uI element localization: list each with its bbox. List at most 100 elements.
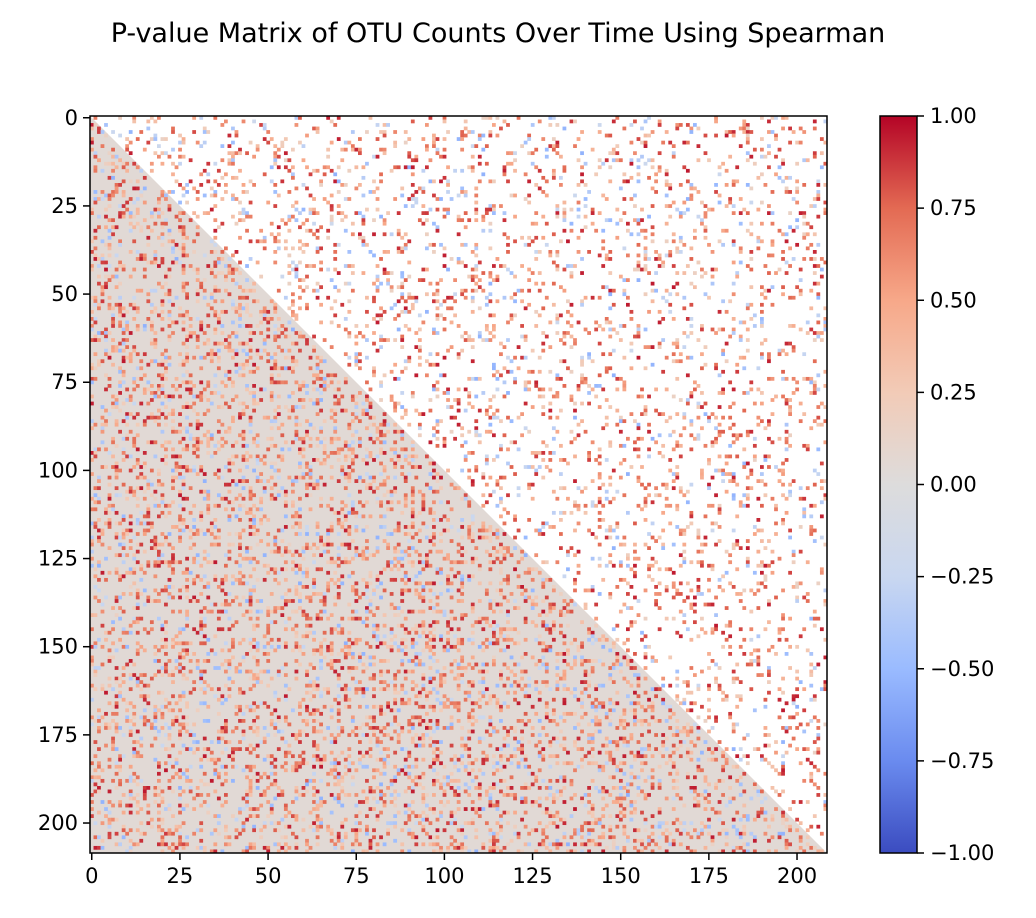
heatmap-cell — [350, 130, 355, 134]
heatmap-cell — [597, 500, 602, 505]
heatmap-cell — [534, 553, 539, 558]
heatmap-cell — [403, 412, 408, 416]
heatmap-cell — [347, 426, 352, 431]
heatmap-cell — [664, 130, 669, 134]
heatmap-cell — [823, 200, 828, 205]
heatmap-cell — [343, 514, 348, 519]
heatmap-cell — [516, 493, 521, 498]
heatmap-cell — [460, 168, 465, 173]
heatmap-cell — [601, 518, 606, 522]
heatmap-cell — [544, 179, 549, 184]
heatmap-cell — [819, 274, 824, 279]
heatmap-cell — [449, 295, 454, 300]
heatmap-cell — [622, 246, 627, 251]
heatmap-cell — [544, 242, 549, 247]
heatmap-cell — [167, 542, 172, 547]
heatmap-cell — [668, 253, 673, 258]
heatmap-cell — [467, 535, 472, 540]
heatmap-cell — [227, 348, 232, 353]
heatmap-cell — [301, 207, 306, 212]
heatmap-cell — [322, 387, 327, 392]
heatmap-cell — [463, 119, 468, 124]
heatmap-cell — [206, 429, 211, 434]
heatmap-cell — [97, 535, 101, 540]
heatmap-cell — [164, 281, 168, 286]
heatmap-cell — [499, 447, 503, 452]
heatmap-cell — [365, 454, 369, 459]
heatmap-cell — [386, 211, 390, 215]
heatmap-cell — [202, 355, 207, 360]
heatmap-cell — [171, 412, 175, 416]
heatmap-cell — [569, 271, 574, 275]
heatmap-cell — [382, 479, 387, 483]
heatmap-cell — [241, 429, 246, 434]
heatmap-cell — [756, 415, 761, 420]
heatmap-cell — [199, 465, 204, 469]
heatmap-cell — [446, 577, 450, 582]
heatmap-cell — [781, 285, 785, 290]
heatmap-cell — [114, 405, 119, 409]
heatmap-cell — [435, 362, 440, 367]
heatmap-cell — [403, 242, 408, 247]
heatmap-cell — [181, 186, 186, 191]
heatmap-cell — [770, 116, 775, 120]
heatmap-cell — [333, 451, 338, 455]
heatmap-cell — [442, 175, 447, 180]
heatmap-cell — [812, 250, 817, 254]
heatmap-cell — [583, 486, 588, 491]
heatmap-cell — [463, 133, 468, 138]
heatmap-cell — [700, 472, 704, 476]
heatmap-cell — [160, 242, 165, 247]
heatmap-cell — [562, 207, 567, 212]
heatmap-cell — [174, 465, 179, 469]
heatmap-cell — [449, 257, 454, 261]
heatmap-cell — [703, 514, 708, 519]
heatmap-cell — [90, 362, 94, 367]
heatmap-cell — [622, 126, 627, 131]
heatmap-cell — [350, 271, 355, 275]
heatmap-cell — [347, 299, 352, 304]
heatmap-cell — [358, 553, 362, 558]
heatmap-cell — [252, 369, 256, 374]
heatmap-cell — [499, 570, 503, 575]
heatmap-cell — [403, 408, 408, 413]
heatmap-cell — [234, 577, 239, 582]
heatmap-cell — [135, 384, 140, 388]
heatmap-cell — [213, 193, 218, 198]
heatmap-cell — [823, 440, 828, 445]
heatmap-cell — [407, 137, 412, 141]
heatmap-cell — [417, 313, 422, 318]
heatmap-cell — [551, 510, 556, 515]
heatmap-cell — [389, 493, 394, 498]
heatmap-cell — [128, 302, 133, 307]
heatmap-cell — [477, 433, 482, 438]
heatmap-cell — [294, 186, 299, 191]
heatmap-cell — [90, 563, 94, 568]
heatmap-cell — [259, 348, 264, 353]
heatmap-cell — [470, 278, 475, 282]
heatmap-cell — [171, 475, 175, 480]
heatmap-cell — [724, 183, 729, 187]
heatmap-cell — [234, 309, 239, 314]
heatmap-cell — [93, 295, 98, 300]
heatmap-cell — [248, 200, 253, 205]
heatmap-cell — [721, 299, 725, 304]
heatmap-cell — [273, 366, 278, 371]
heatmap-cell — [573, 338, 577, 342]
heatmap-cell — [770, 496, 775, 501]
heatmap-cell — [520, 235, 524, 240]
heatmap-cell — [643, 408, 648, 413]
heatmap-cell — [326, 581, 331, 586]
heatmap-cell — [382, 514, 387, 519]
heatmap-cell — [622, 211, 627, 215]
heatmap-cell — [714, 267, 718, 272]
heatmap-cell — [425, 359, 429, 364]
heatmap-cell — [178, 429, 182, 434]
heatmap-cell — [104, 419, 108, 424]
heatmap-cell — [301, 398, 306, 402]
heatmap-cell — [188, 535, 193, 540]
heatmap-cell — [492, 313, 496, 318]
heatmap-cell — [446, 211, 450, 215]
heatmap-cell — [647, 546, 651, 550]
heatmap-cell — [756, 496, 761, 501]
